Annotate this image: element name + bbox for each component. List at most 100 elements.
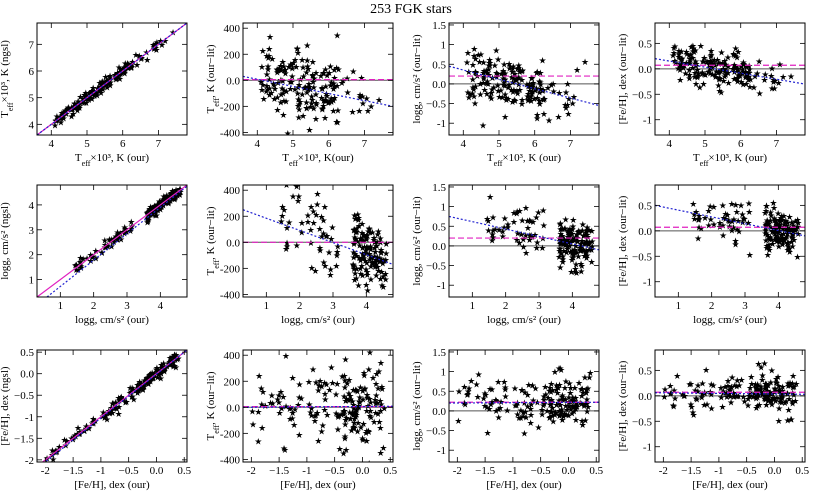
data-point: ★ xyxy=(362,231,370,241)
data-point: ★ xyxy=(263,81,271,91)
data-point: ★ xyxy=(744,218,752,228)
data-point: ★ xyxy=(739,218,747,228)
data-point: ★ xyxy=(279,57,287,67)
data-point: ★ xyxy=(126,388,134,398)
data-point: ★ xyxy=(322,81,330,91)
data-point: ★ xyxy=(89,87,97,97)
data-point: ★ xyxy=(337,410,345,420)
trend-line xyxy=(243,405,393,408)
data-point: ★ xyxy=(731,51,739,61)
data-point: ★ xyxy=(558,391,566,401)
data-point: ★ xyxy=(715,59,723,69)
data-point: ★ xyxy=(578,226,586,236)
data-point: ★ xyxy=(62,109,70,119)
data-point: ★ xyxy=(737,375,745,385)
data-point: ★ xyxy=(675,49,683,59)
data-point: ★ xyxy=(485,404,493,414)
data-point: ★ xyxy=(526,235,534,245)
data-point: ★ xyxy=(295,430,303,440)
data-point: ★ xyxy=(59,109,67,119)
data-point: ★ xyxy=(732,200,740,210)
data-point: ★ xyxy=(73,260,81,270)
data-point: ★ xyxy=(106,71,114,81)
x-tick-label: 0.0 xyxy=(356,465,370,477)
data-point: ★ xyxy=(472,68,480,78)
data-point: ★ xyxy=(699,378,707,388)
data-point: ★ xyxy=(465,384,473,394)
data-point: ★ xyxy=(268,390,276,400)
data-point: ★ xyxy=(695,222,703,232)
data-point: ★ xyxy=(112,232,120,242)
data-point: ★ xyxy=(734,63,742,73)
data-point: ★ xyxy=(114,235,122,245)
data-point: ★ xyxy=(168,193,176,203)
data-point: ★ xyxy=(282,351,290,361)
data-point: ★ xyxy=(569,234,577,244)
data-point: ★ xyxy=(258,85,266,95)
data-point: ★ xyxy=(580,399,588,409)
x-axis-label: logg, cm/s² (our) xyxy=(487,314,561,326)
data-point: ★ xyxy=(767,71,775,81)
y-tick-label: −0.5 xyxy=(426,426,446,438)
data-point: ★ xyxy=(501,213,509,223)
data-point: ★ xyxy=(509,72,517,82)
data-point: ★ xyxy=(578,391,586,401)
data-point: ★ xyxy=(121,397,129,407)
data-point: ★ xyxy=(370,235,378,245)
data-point: ★ xyxy=(540,391,548,401)
y-tick-label: 0.5 xyxy=(432,386,446,398)
x-tick-label: 5 xyxy=(702,138,708,150)
data-point: ★ xyxy=(689,199,697,209)
data-point: ★ xyxy=(338,371,346,381)
data-point: ★ xyxy=(360,230,368,240)
data-point: ★ xyxy=(140,381,148,391)
data-point: ★ xyxy=(761,379,769,389)
data-point: ★ xyxy=(318,381,326,391)
data-point: ★ xyxy=(540,109,548,119)
data-point: ★ xyxy=(722,66,730,76)
data-point: ★ xyxy=(367,398,375,408)
x-tick-label: -2 xyxy=(453,465,462,477)
data-point: ★ xyxy=(730,74,738,84)
data-point: ★ xyxy=(135,51,143,61)
data-point: ★ xyxy=(316,376,324,386)
data-point: ★ xyxy=(166,192,174,202)
data-point: ★ xyxy=(327,234,335,244)
data-point: ★ xyxy=(303,56,311,66)
x-tick-label: 4 xyxy=(776,300,782,312)
data-point: ★ xyxy=(358,243,366,253)
data-point: ★ xyxy=(538,243,546,253)
data-point: ★ xyxy=(73,106,81,116)
data-point: ★ xyxy=(475,57,483,67)
data-point: ★ xyxy=(366,255,374,265)
data-point: ★ xyxy=(749,392,757,402)
data-point: ★ xyxy=(504,223,512,233)
data-point: ★ xyxy=(700,57,708,67)
y-axis-label: Teff, K (our−lit) xyxy=(205,44,221,113)
data-point: ★ xyxy=(715,81,723,91)
data-point: ★ xyxy=(509,97,517,107)
data-point: ★ xyxy=(74,423,82,433)
data-point: ★ xyxy=(515,74,523,84)
data-point: ★ xyxy=(318,231,326,241)
data-point: ★ xyxy=(349,408,357,418)
data-point: ★ xyxy=(574,252,582,262)
data-point: ★ xyxy=(566,379,574,389)
data-point: ★ xyxy=(460,398,468,408)
data-point: ★ xyxy=(789,226,797,236)
data-point: ★ xyxy=(350,248,358,258)
data-point: ★ xyxy=(99,85,107,95)
data-point: ★ xyxy=(563,244,571,254)
data-point: ★ xyxy=(771,235,779,245)
x-tick-label: 0.5 xyxy=(795,465,809,477)
data-point: ★ xyxy=(282,402,290,412)
data-point: ★ xyxy=(573,402,581,412)
data-point: ★ xyxy=(730,214,738,224)
data-point: ★ xyxy=(528,87,536,97)
data-point: ★ xyxy=(308,99,316,109)
data-point: ★ xyxy=(260,94,268,104)
data-point: ★ xyxy=(547,80,555,90)
data-point: ★ xyxy=(169,361,177,371)
data-point: ★ xyxy=(710,219,718,229)
data-point: ★ xyxy=(538,409,546,419)
